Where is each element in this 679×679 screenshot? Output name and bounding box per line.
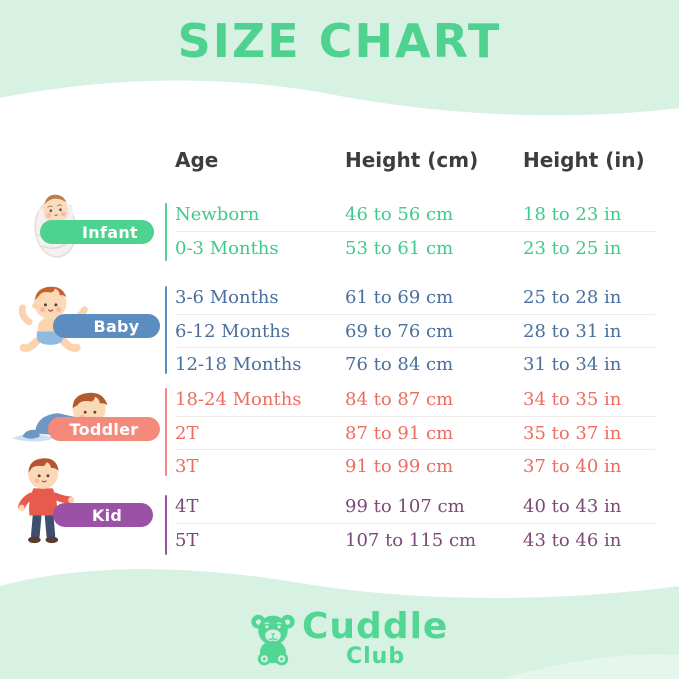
- teddy-bear-logo-icon: [251, 614, 295, 666]
- table-row: Newborn 46 to 56 cm 18 to 23 in: [175, 198, 655, 231]
- cell-height-in: 31 to 34 in: [523, 353, 622, 375]
- cell-height-in: 23 to 25 in: [523, 237, 622, 259]
- badge-kid: Kid: [53, 503, 153, 527]
- badge-toddler: Toddler: [48, 417, 160, 441]
- cell-age: 18-24 Months: [175, 389, 302, 410]
- cell-height-cm: 99 to 107 cm: [345, 496, 465, 517]
- cell-age: Newborn: [175, 204, 260, 225]
- cell-age: 2T: [175, 422, 199, 444]
- brand-name: Cuddle: [302, 606, 449, 647]
- cell-height-in: 40 to 43 in: [523, 496, 622, 517]
- header-height-in: Height (in): [523, 148, 645, 172]
- cell-height-cm: 61 to 69 cm: [345, 287, 454, 308]
- badge-infant-label: Infant: [82, 222, 138, 242]
- cell-age: 6-12 Months: [175, 320, 291, 342]
- brand-subname: Club: [346, 644, 406, 669]
- cell-height-cm: 87 to 91 cm: [345, 422, 454, 444]
- badge-kid-label: Kid: [91, 505, 123, 525]
- kid-illustration: [18, 458, 75, 544]
- group-divider-toddler: [165, 388, 167, 476]
- table-row: 5T 107 to 115 cm 43 to 46 in: [175, 523, 655, 556]
- cell-height-in: 18 to 23 in: [523, 204, 622, 225]
- cell-height-cm: 46 to 56 cm: [345, 204, 454, 225]
- cell-height-in: 35 to 37 in: [523, 422, 622, 444]
- cell-height-cm: 76 to 84 cm: [345, 353, 454, 375]
- table-row: 6-12 Months 69 to 76 cm 28 to 31 in: [175, 314, 655, 347]
- badge-toddler-label: Toddler: [69, 419, 139, 439]
- header-age: Age: [175, 148, 219, 172]
- page-title: SIZE CHART: [177, 14, 502, 68]
- cell-age: 0-3 Months: [175, 237, 279, 259]
- table-row: 0-3 Months 53 to 61 cm 23 to 25 in: [175, 231, 655, 264]
- cell-height-cm: 53 to 61 cm: [345, 237, 454, 259]
- cell-height-in: 43 to 46 in: [523, 529, 622, 551]
- group-divider-infant: [165, 203, 167, 261]
- cell-age: 4T: [175, 496, 199, 517]
- cell-height-cm: 84 to 87 cm: [345, 389, 454, 410]
- table-row: 18-24 Months 84 to 87 cm 34 to 35 in: [175, 383, 655, 416]
- cell-height-in: 37 to 40 in: [523, 455, 622, 477]
- rows-kid: 4T 99 to 107 cm 40 to 43 in 5T 107 to 115 cm…: [175, 490, 655, 556]
- table-row: 4T 99 to 107 cm 40 to 43 in: [175, 490, 655, 523]
- cell-age: 12-18 Months: [175, 353, 302, 375]
- badge-baby: Baby: [53, 314, 160, 338]
- cell-age: 3T: [175, 455, 199, 477]
- table-row: 2T 87 to 91 cm 35 to 37 in: [175, 416, 655, 449]
- rows-toddler: 18-24 Months 84 to 87 cm 34 to 35 in 2T 87 t…: [175, 383, 655, 482]
- rows-infant: Newborn 46 to 56 cm 18 to 23 in 0-3 Months 5…: [175, 198, 655, 264]
- table-header: Age Height (cm) Height (in): [175, 148, 655, 172]
- group-divider-baby: [165, 286, 167, 374]
- badge-infant: Infant: [40, 220, 154, 244]
- table-row: 12-18 Months 76 to 84 cm 31 to 34 in: [175, 347, 655, 380]
- table-row: 3T 91 to 99 cm 37 to 40 in: [175, 449, 655, 482]
- rows-baby: 3-6 Months 61 to 69 cm 25 to 28 in 6-12 Mon…: [175, 281, 655, 380]
- table-row: 3-6 Months 61 to 69 cm 25 to 28 in: [175, 281, 655, 314]
- cell-height-cm: 91 to 99 cm: [345, 455, 454, 477]
- cell-age: 5T: [175, 529, 199, 551]
- badge-baby-label: Baby: [93, 316, 140, 336]
- cell-height-in: 34 to 35 in: [523, 389, 622, 410]
- cell-height-cm: 107 to 115 cm: [345, 529, 477, 551]
- cell-height-cm: 69 to 76 cm: [345, 320, 454, 342]
- header-height-cm: Height (cm): [345, 148, 479, 172]
- cell-height-in: 25 to 28 in: [523, 287, 622, 308]
- cell-age: 3-6 Months: [175, 287, 279, 308]
- group-divider-kid: [165, 495, 167, 555]
- cell-height-in: 28 to 31 in: [523, 320, 622, 342]
